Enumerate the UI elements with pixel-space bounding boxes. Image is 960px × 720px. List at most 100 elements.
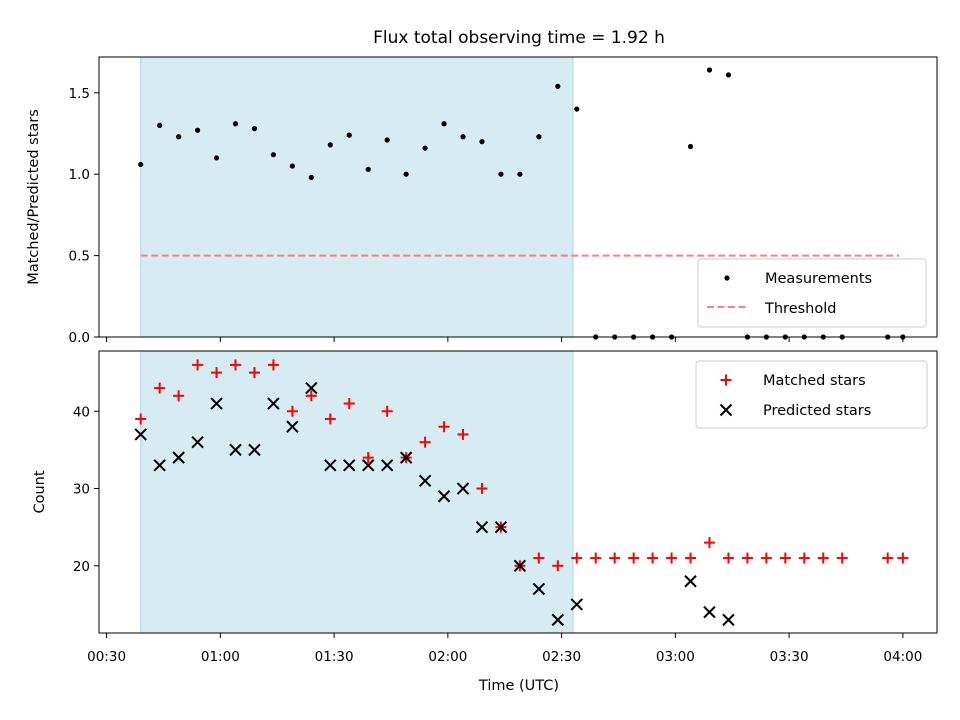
predicted-point — [172, 451, 185, 464]
matched-point — [305, 390, 317, 402]
predicted-point — [684, 575, 697, 588]
legend-plus-glyph — [720, 374, 732, 386]
x-tick-label: 03:30 — [770, 649, 809, 665]
predicted-point-b — [532, 582, 546, 596]
legend-threshold-label: Threshold — [764, 301, 836, 317]
predicted-point — [551, 613, 565, 627]
matched-point — [628, 552, 640, 564]
ratio-y-tick-label: 0.5 — [69, 249, 90, 265]
predicted-point-b — [134, 428, 147, 441]
measurement-point — [232, 121, 239, 127]
matched-point — [286, 405, 298, 417]
matched-point — [722, 552, 734, 564]
matched-point — [703, 537, 715, 549]
predicted-point — [475, 520, 489, 534]
matched-point — [381, 405, 393, 417]
matched-point — [552, 560, 564, 572]
count-x-ticks: 00:30 01:00 01:30 02:00 02:30 03:00 03:30 04:00 — [87, 633, 922, 665]
count-panel-frame — [98, 350, 938, 634]
matched-point — [154, 382, 166, 394]
predicted-point-b — [248, 443, 261, 457]
predicted-point-b — [513, 559, 527, 572]
matched-point — [760, 552, 772, 564]
measurement-point — [365, 166, 371, 172]
predicted-point — [513, 559, 527, 572]
predicted-point — [362, 459, 375, 472]
predicted-point-b — [456, 482, 470, 495]
predicted-point — [456, 482, 470, 495]
predicted-point-b — [229, 443, 242, 457]
measurement-point — [498, 171, 504, 177]
predicted-point — [380, 459, 394, 472]
matched-point — [343, 398, 355, 410]
ratio-y-tick-label: 1.5 — [69, 86, 90, 102]
matched-point — [571, 552, 583, 564]
predicted-point-b — [210, 397, 223, 410]
x-tick-label: 01:00 — [201, 649, 240, 665]
legend-x-glyph — [719, 403, 733, 417]
predicted-point — [418, 474, 432, 488]
matched-point — [533, 552, 545, 564]
matched-point — [457, 428, 469, 440]
predicted-point-b — [399, 451, 413, 464]
predicted-point — [286, 420, 299, 433]
ratio-panel-frame — [98, 56, 938, 338]
count-panel: 20 30 40 00:30 01:00 01:30 02:00 02:30 03:00 03:… — [32, 350, 938, 694]
matched-point — [324, 413, 336, 425]
measurement-point — [706, 67, 713, 73]
predicted-point-b — [172, 451, 185, 464]
predicted-point-b — [286, 420, 299, 433]
measurement-point — [517, 171, 523, 177]
count-y-tick-label: 30 — [73, 482, 90, 498]
count-legend: Matched stars Predicted stars — [695, 360, 928, 429]
predicted-point — [324, 459, 337, 472]
measurement-point — [574, 106, 580, 112]
matched-point — [609, 552, 621, 564]
matched-point — [192, 359, 204, 371]
count-y-tick-label: 40 — [73, 404, 90, 420]
legend-predicted-label: Predicted stars — [763, 403, 871, 419]
measurement-point — [536, 134, 542, 140]
x-tick-label: 04:00 — [883, 649, 922, 665]
measurement-point — [441, 121, 447, 127]
predicted-point-b — [703, 605, 716, 619]
matched-point — [779, 552, 791, 564]
matched-point — [836, 552, 848, 564]
matched-point — [419, 436, 431, 448]
x-tick-label: 00:30 — [87, 649, 126, 665]
measurement-point — [213, 155, 220, 161]
measurement-point — [308, 174, 314, 181]
predicted-point — [134, 428, 147, 441]
measurement-point — [460, 134, 466, 140]
predicted-point-b — [475, 520, 489, 534]
predicted-point — [191, 435, 204, 449]
legend-matched-label: Matched stars — [763, 373, 866, 389]
measurement-point — [346, 132, 352, 138]
predicted-point — [437, 490, 451, 503]
measurement-point — [725, 72, 732, 78]
ratio-y-ticks: 0.0 0.5 1.0 1.5 — [69, 86, 99, 346]
predicted-point-b — [684, 575, 697, 588]
predicted-point-b — [722, 613, 735, 627]
predicted-point-b — [570, 598, 583, 611]
predicted-point-b — [324, 459, 337, 472]
measurement-point — [289, 163, 295, 169]
predicted-point-b — [494, 520, 508, 534]
legend-measurement-marker — [724, 275, 730, 281]
matched-point — [798, 552, 810, 564]
x-axis-label: Time (UTC) — [478, 678, 559, 694]
measurement-point — [687, 143, 694, 150]
matched-point — [230, 359, 242, 371]
count-y-axis-label: Count — [32, 470, 48, 513]
measurement-point — [194, 127, 201, 133]
x-tick-label: 03:00 — [656, 649, 695, 665]
predicted-point-b — [267, 397, 280, 410]
matched-point — [817, 552, 829, 564]
chart-title: Flux total observing time = 1.92 h — [373, 28, 665, 48]
matched-point — [135, 413, 147, 425]
predicted-point-b — [380, 459, 394, 472]
predicted-point-b — [418, 474, 432, 488]
legend-measurements-label: Measurements — [765, 271, 872, 287]
predicted-point — [494, 520, 508, 534]
legend-x-glyph-b — [719, 403, 733, 417]
